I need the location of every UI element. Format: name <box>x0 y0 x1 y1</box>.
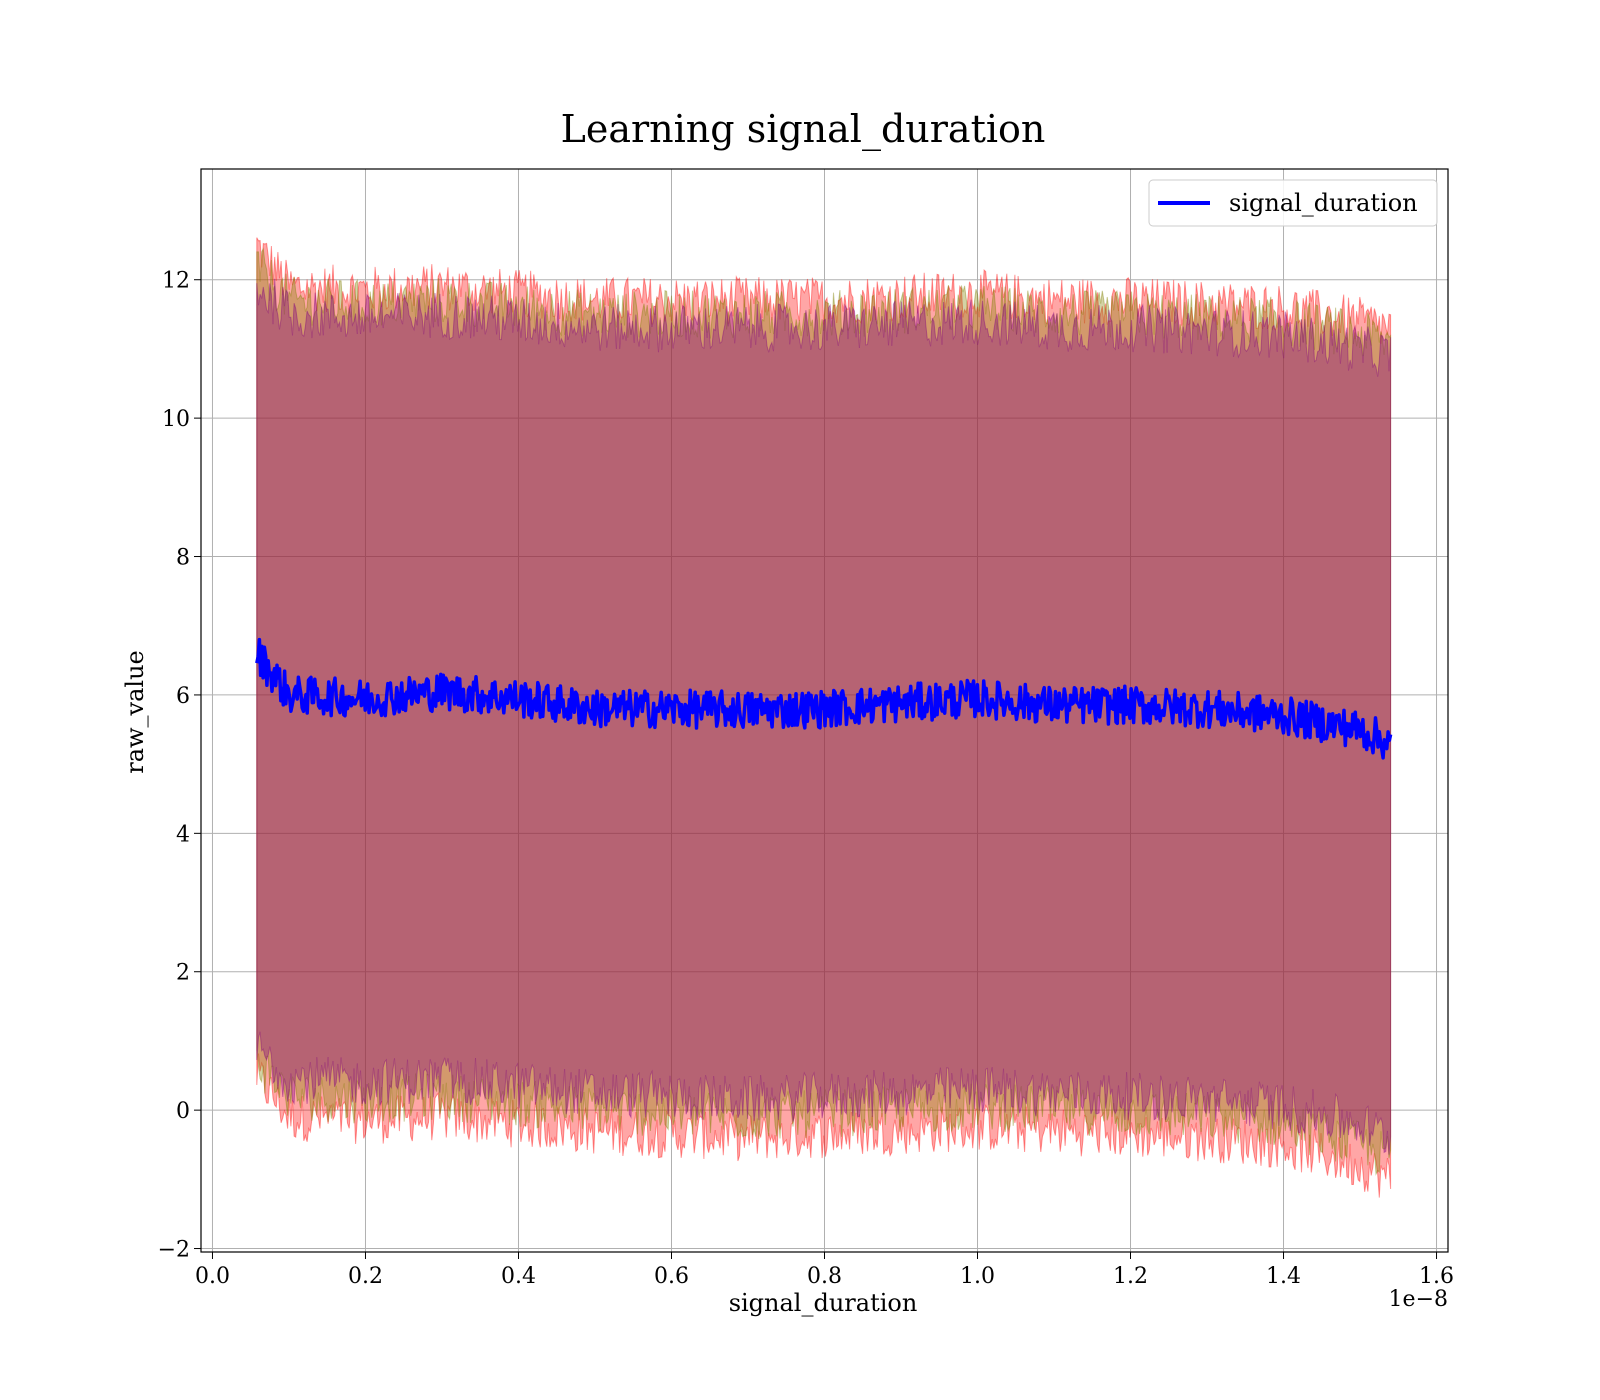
x-tick-label: 1.2 <box>1113 1264 1148 1289</box>
y-tick-label: 2 <box>176 961 190 986</box>
y-tick-label: 0 <box>176 1099 190 1124</box>
x-tick-label: 0.2 <box>348 1264 383 1289</box>
x-axis-label: signal_duration <box>729 1289 918 1317</box>
x-offset-label: 1e−8 <box>1389 1287 1448 1312</box>
y-tick-label: 4 <box>176 822 190 847</box>
y-tick-label: −2 <box>158 1238 190 1263</box>
x-tick-label: 1.6 <box>1419 1264 1454 1289</box>
x-tick-label: 0.0 <box>195 1264 230 1289</box>
series-line-signal_duration <box>255 637 1393 760</box>
x-tick-label: 0.4 <box>501 1264 536 1289</box>
y-tick-label: 10 <box>162 407 190 432</box>
x-tick-label: 1.0 <box>960 1264 995 1289</box>
chart-title: Learning signal_duration <box>561 107 1046 152</box>
legend: signal_duration <box>1148 179 1438 227</box>
x-tick-label: 1.4 <box>1266 1264 1301 1289</box>
legend-box <box>1148 179 1438 227</box>
x-tick-label: 0.8 <box>807 1264 842 1289</box>
y-tick-label: 6 <box>176 684 190 709</box>
y-tick-label: 12 <box>162 269 190 294</box>
axes: 0.0 0.2 0.4 0.6 0.8 1.0 1.2 1.4 1.6 −2 0 2 4 6 8 10 12 <box>158 168 1454 1289</box>
x-tick-label: 0.6 <box>654 1264 689 1289</box>
legend-label: signal_duration <box>1229 189 1418 217</box>
y-tick-label: 8 <box>176 546 190 571</box>
series-lines <box>255 637 1393 760</box>
y-axis-label: raw_value <box>121 650 149 774</box>
